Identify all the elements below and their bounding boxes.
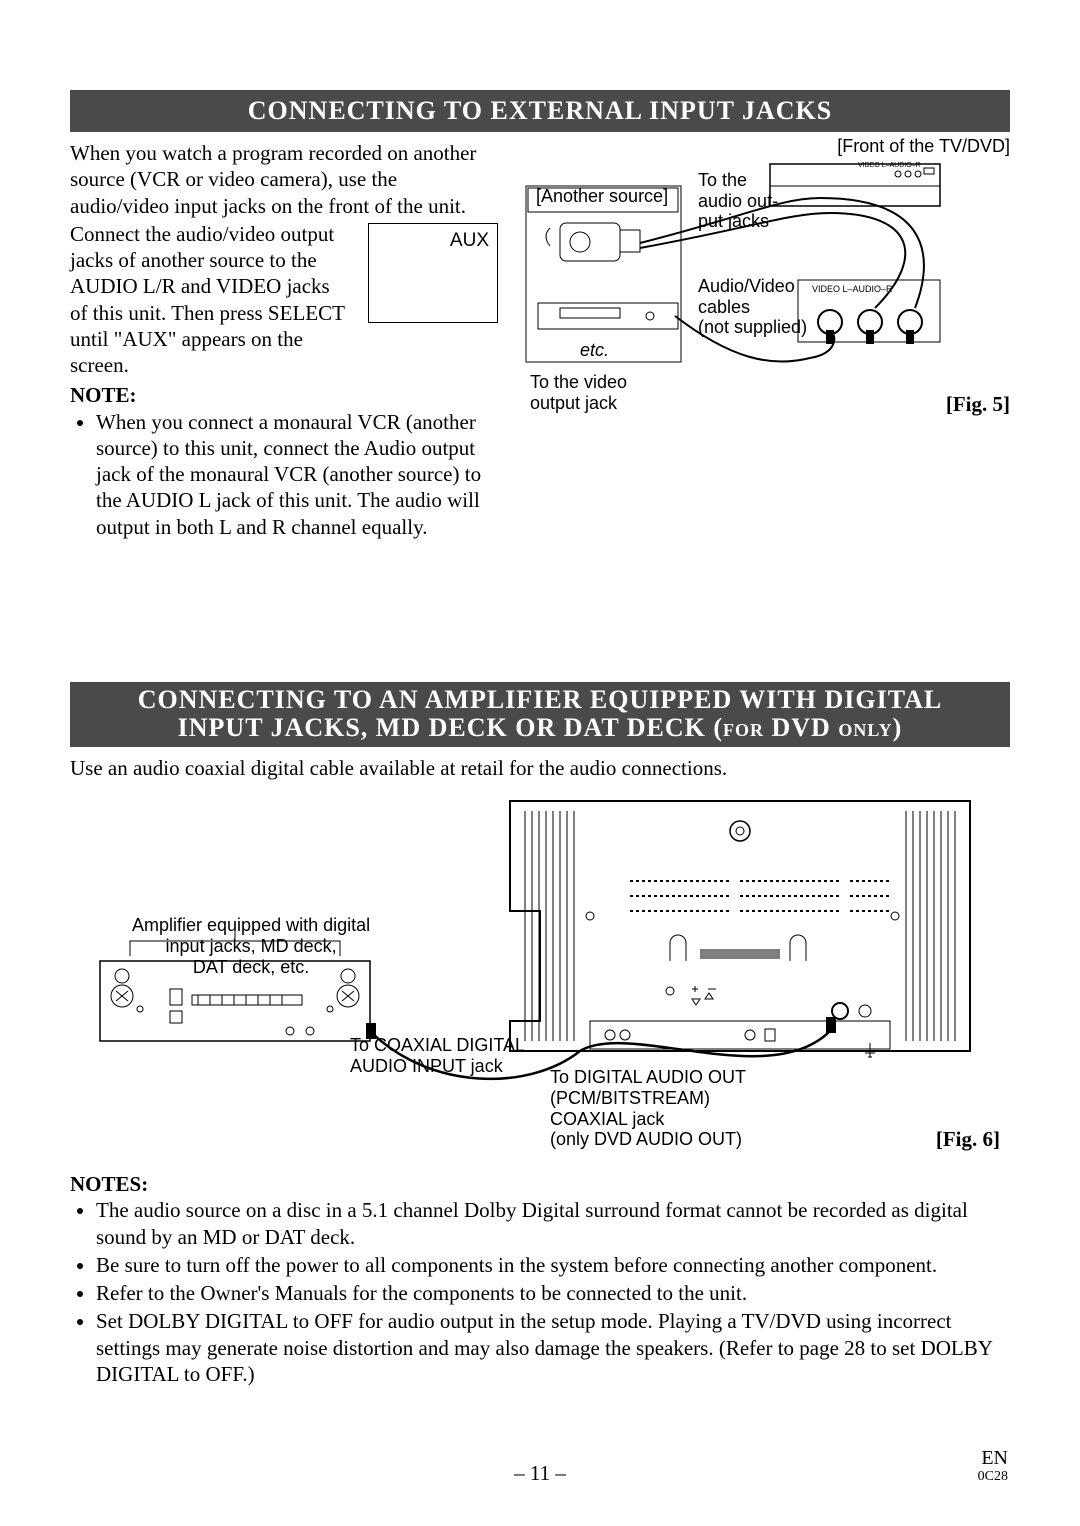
note-item: When you connect a monaural VCR (another…	[96, 409, 500, 540]
section1-para1: When you watch a program recorded on ano…	[70, 140, 500, 219]
fig5-jacklabel: VIDEO L–AUDIO–R	[812, 284, 893, 294]
page-code: 0C28	[978, 1469, 1008, 1484]
fig5-audio-out-3: put jacks	[698, 211, 778, 232]
fig6-amp-2: input jacks, MD deck,	[132, 936, 370, 957]
notes-heading: NOTES:	[70, 1171, 1010, 1197]
page-lang: EN	[978, 1447, 1008, 1469]
fig6-amp-1: Amplifier equipped with digital	[132, 915, 370, 936]
fig5-tinylabel: VIDEO L–AUDIO–R	[858, 162, 921, 169]
section2-para: Use an audio coaxial digital cable avail…	[70, 755, 1010, 781]
notes-list: The audio source on a disc in a 5.1 chan…	[70, 1197, 1010, 1387]
fig6-coax-1: To COAXIAL DIGITAL	[350, 1035, 525, 1056]
section2-title-l1: CONNECTING TO AN AMPLIFIER EQUIPPED WITH…	[70, 686, 1010, 715]
fig6-caption: [Fig. 6]	[936, 1127, 1000, 1152]
notes-item: Be sure to turn off the power to all com…	[96, 1252, 1010, 1278]
section1-para2: Connect the audio/video output jacks of …	[70, 221, 350, 379]
fig6-dig-4: (only DVD AUDIO OUT)	[550, 1129, 746, 1150]
fig6-dig-3: COAXIAL jack	[550, 1109, 746, 1130]
fig5-audio-out-2: audio out-	[698, 191, 778, 212]
fig5-caption: [Fig. 5]	[946, 392, 1010, 417]
fig5-etc: etc.	[580, 340, 609, 361]
notes-item: The audio source on a disc in a 5.1 chan…	[96, 1197, 1010, 1250]
section1-title: CONNECTING TO EXTERNAL INPUT JACKS	[70, 90, 1010, 132]
page-number: – 11 –	[0, 1461, 1080, 1486]
note-heading: NOTE:	[70, 382, 500, 408]
notes-item: Set DOLBY DIGITAL to OFF for audio outpu…	[96, 1308, 1010, 1387]
fig5-cables-3: (not supplied)	[698, 317, 807, 338]
aux-label: AUX	[450, 230, 489, 252]
fig5-video-1: To the video	[530, 372, 627, 393]
notes-item: Refer to the Owner's Manuals for the com…	[96, 1280, 1010, 1306]
fig5-another-source: [Another source]	[536, 186, 668, 207]
fig5-video-2: output jack	[530, 393, 627, 414]
fig6-dig-2: (PCM/BITSTREAM)	[550, 1088, 746, 1109]
fig6-amp-3: DAT deck, etc.	[132, 957, 370, 978]
fig5-cables-1: Audio/Video	[698, 276, 807, 297]
fig6-coax-2: AUDIO INPUT jack	[350, 1056, 525, 1077]
fig5-front-label: [Front of the TV/DVD]	[837, 136, 1010, 157]
fig6-dig-1: To DIGITAL AUDIO OUT	[550, 1067, 746, 1088]
section2-title-l2: INPUT JACKS, MD DECK OR DAT DECK (for DV…	[70, 714, 1010, 743]
fig5-cables-2: cables	[698, 297, 807, 318]
aux-screen-box: AUX	[368, 223, 498, 323]
fig5-audio-out-1: To the	[698, 170, 778, 191]
